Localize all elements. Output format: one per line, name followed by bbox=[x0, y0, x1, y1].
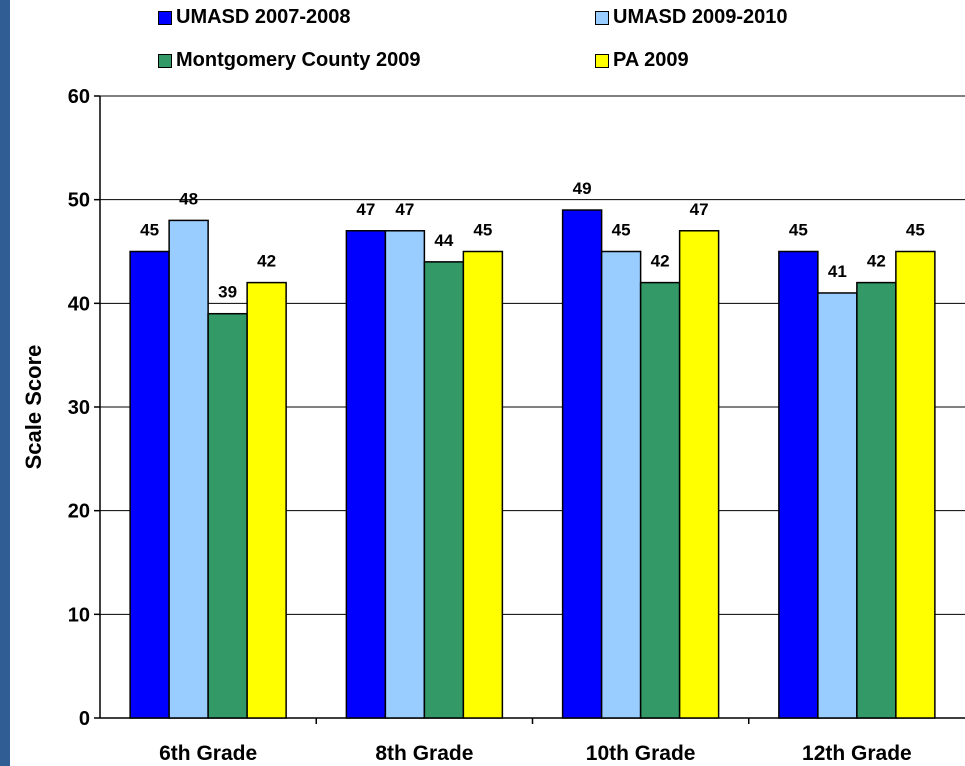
y-tick-label: 60 bbox=[68, 86, 90, 108]
bar bbox=[423, 261, 465, 719]
bar bbox=[561, 209, 603, 719]
data-label: 45 bbox=[612, 221, 631, 240]
legend-label: UMASD 2009-2010 bbox=[613, 6, 788, 28]
data-label: 39 bbox=[218, 283, 237, 302]
bar bbox=[600, 250, 642, 719]
legend-label: Montgomery County 2009 bbox=[176, 49, 421, 71]
legend: UMASD 2007-2008 UMASD 2009-2010 Montgome… bbox=[0, 0, 965, 80]
y-tick-label: 50 bbox=[68, 190, 90, 212]
bar bbox=[678, 230, 720, 719]
bar bbox=[817, 292, 858, 719]
data-label: 45 bbox=[140, 221, 159, 240]
bar bbox=[895, 250, 936, 719]
data-label: 41 bbox=[828, 262, 847, 281]
data-label: 47 bbox=[690, 200, 709, 219]
x-tick-label: 12th Grade bbox=[802, 742, 912, 765]
data-label: 42 bbox=[651, 252, 670, 271]
bar bbox=[168, 219, 209, 719]
data-label: 44 bbox=[434, 231, 453, 250]
data-label: 45 bbox=[789, 221, 808, 240]
legend-label: UMASD 2007-2008 bbox=[176, 6, 351, 28]
legend-item-umasd-2007-2008: UMASD 2007-2008 bbox=[158, 6, 351, 29]
data-label: 49 bbox=[573, 179, 592, 198]
legend-swatch bbox=[595, 10, 609, 25]
bar bbox=[384, 230, 426, 719]
bar bbox=[129, 250, 170, 719]
legend-swatch bbox=[158, 10, 172, 25]
data-label: 47 bbox=[395, 200, 414, 219]
legend-label: PA 2009 bbox=[613, 49, 689, 71]
y-tick-label: 0 bbox=[79, 708, 90, 730]
bar bbox=[246, 281, 287, 719]
y-tick-label: 40 bbox=[68, 293, 90, 315]
y-tick-label: 30 bbox=[68, 397, 90, 419]
bar bbox=[207, 312, 248, 719]
bar bbox=[345, 230, 387, 719]
left-edge-strip bbox=[0, 0, 10, 766]
bar bbox=[856, 281, 897, 719]
x-tick-label: 8th Grade bbox=[375, 742, 473, 765]
data-label: 47 bbox=[356, 200, 375, 219]
data-label: 42 bbox=[867, 252, 886, 271]
legend-item-umasd-2009-2010: UMASD 2009-2010 bbox=[595, 6, 788, 29]
legend-item-pa-2009: PA 2009 bbox=[595, 49, 689, 72]
y-tick-label: 20 bbox=[68, 501, 90, 523]
data-label: 45 bbox=[473, 221, 492, 240]
data-label: 42 bbox=[257, 252, 276, 271]
legend-swatch bbox=[595, 53, 609, 68]
legend-item-montgomery-county-2009: Montgomery County 2009 bbox=[158, 49, 420, 72]
legend-swatch bbox=[158, 53, 172, 68]
data-label: 48 bbox=[179, 189, 198, 208]
bar bbox=[639, 281, 681, 719]
x-tick-label: 6th Grade bbox=[159, 742, 257, 765]
bar bbox=[462, 250, 504, 719]
bar bbox=[778, 250, 819, 719]
y-tick-label: 10 bbox=[68, 604, 90, 626]
x-tick-label: 10th Grade bbox=[586, 742, 696, 765]
data-label: 45 bbox=[906, 221, 925, 240]
